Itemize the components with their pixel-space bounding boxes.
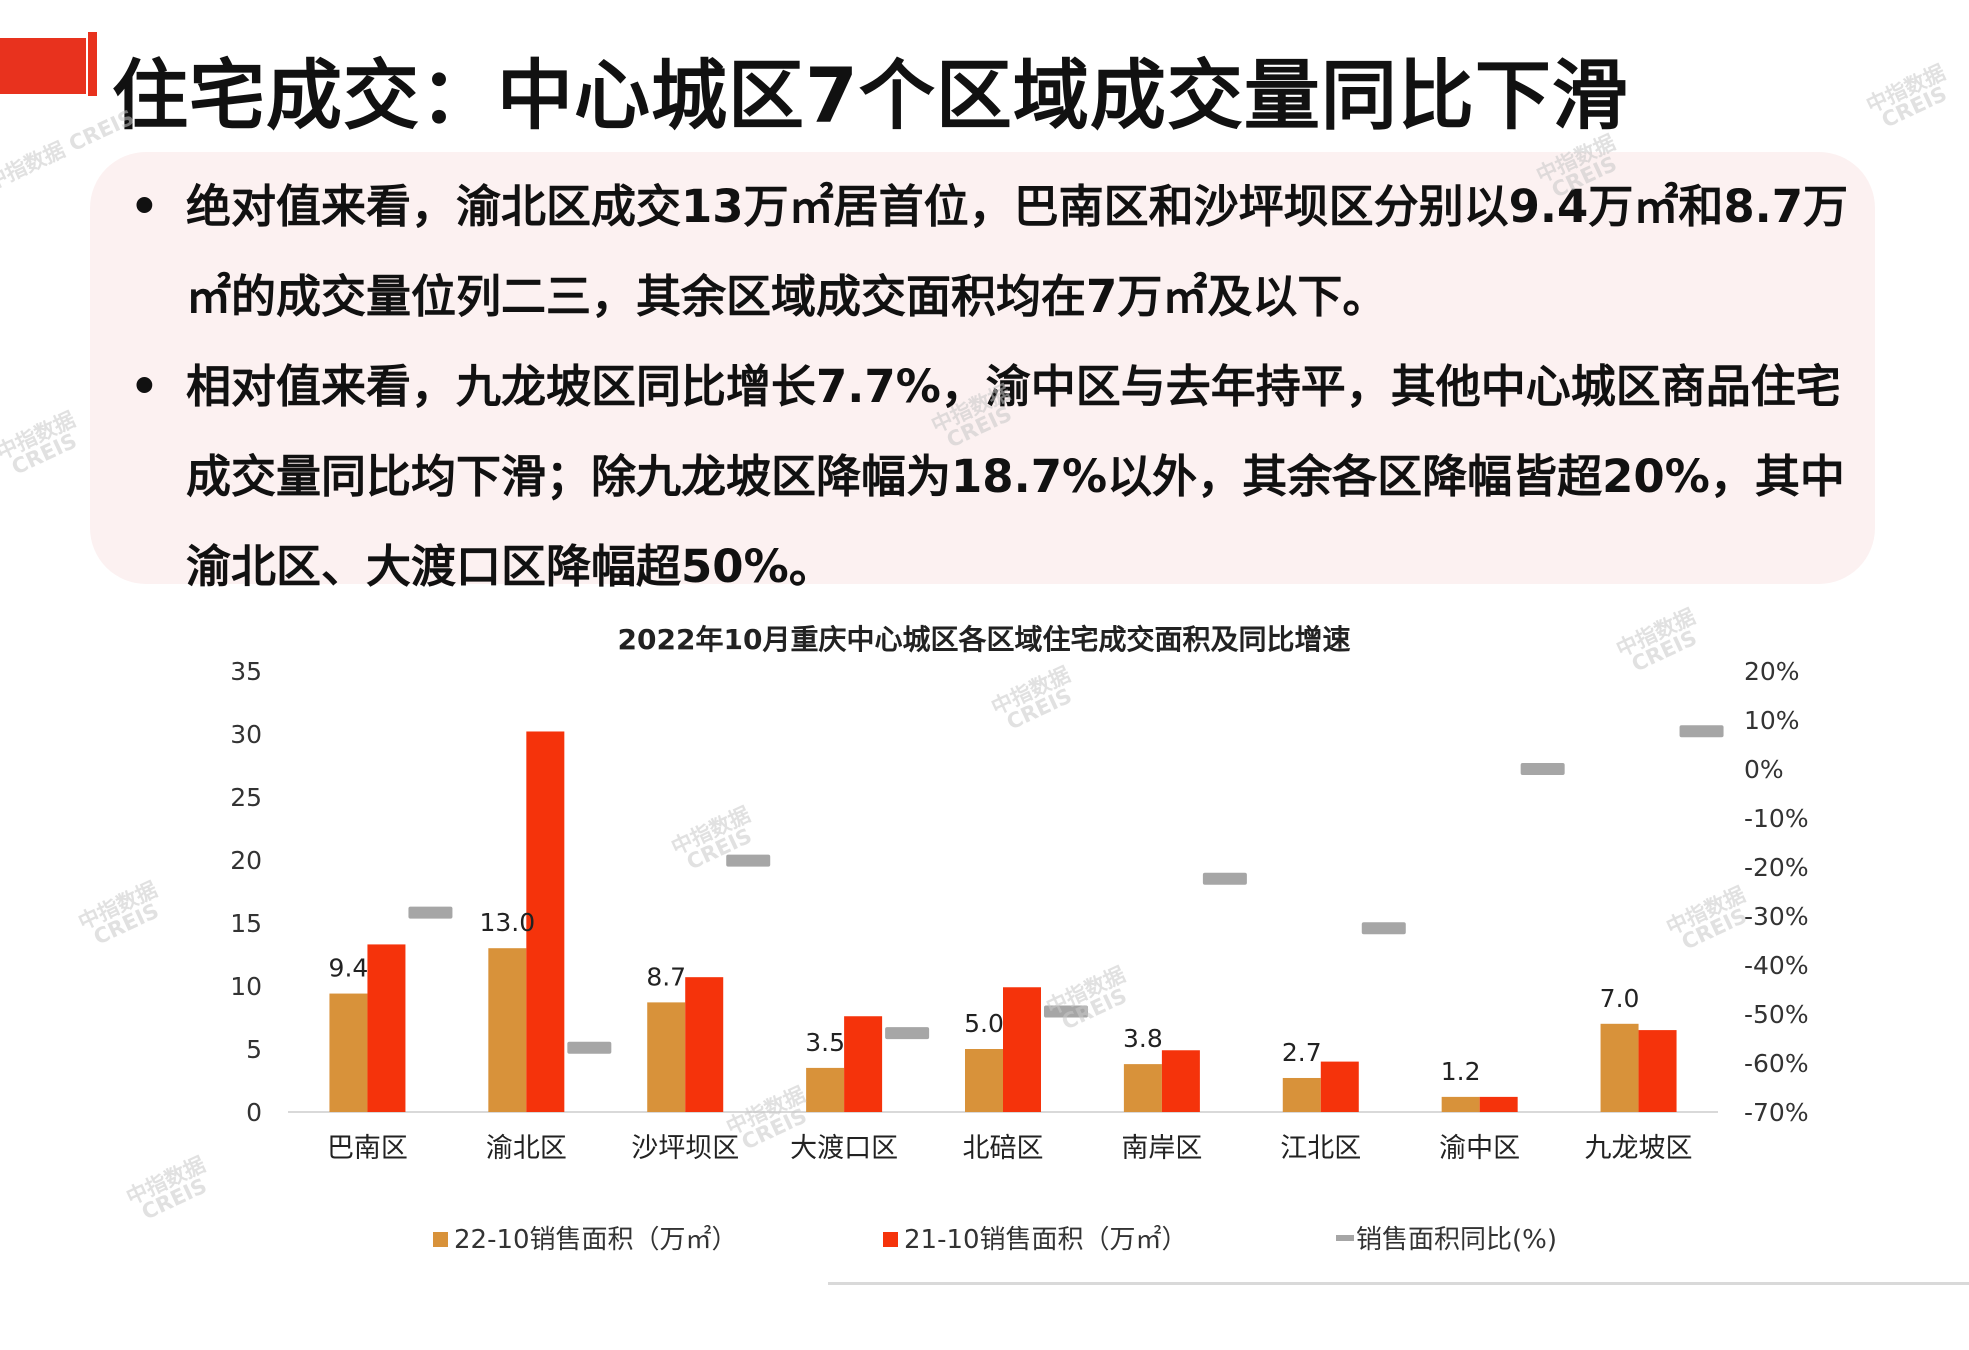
bar-data-label: 7.0 (1600, 984, 1640, 1013)
bullet-text: 绝对值来看，渝北区成交13万㎡居首位，巴南区和沙坪坝区分别以9.4万㎡和8.7万… (186, 180, 1849, 323)
y2-axis-tick-label: -40% (1744, 951, 1809, 980)
y-axis-tick-label: 30 (230, 720, 262, 749)
bullet-text: 相对值来看，九龙坡区同比增长7.7%，渝中区与去年持平，其他中心城区商品住宅成交… (186, 360, 1845, 593)
yoy-marker (1520, 763, 1565, 775)
bar-2022-10 (1123, 1064, 1162, 1112)
bullet-marker: • (130, 360, 159, 413)
bar-data-label: 9.4 (329, 954, 369, 983)
y-axis-tick-label: 0 (246, 1098, 262, 1127)
legend-swatch (883, 1232, 898, 1247)
y2-axis-tick-label: -10% (1744, 804, 1809, 833)
bar-data-label: 1.2 (1441, 1057, 1481, 1086)
yoy-marker (1679, 725, 1724, 738)
y-axis-tick-label: 10 (230, 972, 262, 1001)
bar-2021-10 (1320, 1061, 1359, 1112)
title-accent-line (88, 32, 97, 96)
category-label: 江北区 (1280, 1133, 1361, 1164)
bar-2021-10 (1161, 1050, 1200, 1112)
watermark: 中指数据 CREIS (1862, 60, 1951, 133)
title-accent-block (0, 38, 86, 94)
summary-bullet-2: • 相对值来看，九龙坡区同比增长7.7%，渝中区与去年持平，其他中心城区商品住宅… (130, 342, 1850, 612)
category-label: 渝北区 (486, 1133, 567, 1164)
summary-panel (90, 152, 1875, 584)
category-label: 大渡口区 (790, 1133, 898, 1164)
y-axis-tick-label: 25 (230, 783, 262, 812)
bar-2021-10 (1003, 987, 1041, 1112)
district-transaction-chart: 2022年10月重庆中心城区各区域住宅成交面积及同比增速 0 5 10 15 20 25 30… (230, 623, 1809, 1255)
bar-2021-10 (844, 1016, 883, 1112)
bar-2022-10 (1600, 1023, 1639, 1112)
bar-2021-10 (1638, 1030, 1677, 1112)
page-title: 住宅成交：中心城区7个区域成交量同比下滑 (112, 51, 1629, 140)
bar-2021-10 (1479, 1096, 1518, 1112)
legend-swatch (433, 1232, 448, 1247)
y2-axis-tick-label: -70% (1744, 1098, 1809, 1127)
yoy-marker (567, 1041, 612, 1054)
summary-bullets: • 绝对值来看，渝北区成交13万㎡居首位，巴南区和沙坪坝区分别以9.4万㎡和8.… (130, 162, 1850, 612)
category-label: 北碚区 (963, 1133, 1044, 1164)
bar-data-label: 2.7 (1282, 1038, 1322, 1067)
bar-2022-10 (965, 1049, 1003, 1112)
y-axis-tick-label: 15 (230, 909, 262, 938)
y2-axis-tick-label: -20% (1744, 853, 1809, 882)
category-label: 巴南区 (327, 1133, 408, 1164)
yoy-marker (726, 854, 771, 867)
yoy-marker (1202, 872, 1247, 885)
y-axis-tick-label: 20 (230, 846, 262, 875)
bar-2022-10 (647, 1002, 686, 1112)
y2-axis-tick-label: -60% (1744, 1049, 1809, 1078)
y2-axis-tick-label: 10% (1744, 706, 1800, 735)
bar-data-label: 8.7 (646, 962, 686, 991)
summary-bullet-1: • 绝对值来看，渝北区成交13万㎡居首位，巴南区和沙坪坝区分别以9.4万㎡和8.… (130, 162, 1850, 342)
yoy-marker (885, 1027, 930, 1040)
legend-swatch (1336, 1235, 1354, 1241)
bar-2022-10 (329, 993, 368, 1112)
bar-data-label: 3.8 (1123, 1024, 1163, 1053)
bar-data-label: 3.5 (805, 1028, 845, 1057)
y2-axis-tick-label: -30% (1744, 902, 1809, 931)
y2-axis-tick-label: 20% (1744, 657, 1800, 686)
legend-label: 21-10销售面积（万㎡） (904, 1225, 1188, 1255)
bar-2022-10 (806, 1067, 845, 1112)
category-label: 南岸区 (1121, 1133, 1202, 1164)
y2-axis-tick-label: -50% (1744, 1000, 1809, 1029)
bar-2022-10 (488, 948, 527, 1112)
bullet-marker: • (130, 180, 159, 233)
bar-data-label: 13.0 (479, 908, 535, 937)
watermark: 中指数据 CREIS (0, 407, 81, 480)
yoy-marker (408, 906, 453, 919)
bar-2021-10 (526, 731, 565, 1112)
category-label: 渝中区 (1439, 1133, 1520, 1164)
yoy-marker (1361, 922, 1406, 935)
bar-2021-10 (685, 977, 724, 1112)
y-axis-tick-label: 35 (230, 657, 262, 686)
bar-data-label: 5.0 (964, 1009, 1004, 1038)
bar-2021-10 (367, 944, 406, 1112)
category-label: 九龙坡区 (1585, 1133, 1693, 1164)
bar-2022-10 (1282, 1077, 1321, 1112)
bar-2022-10 (1441, 1096, 1480, 1112)
legend-label: 22-10销售面积（万㎡） (454, 1225, 738, 1255)
y-axis-tick-label: 5 (246, 1035, 262, 1064)
chart-title: 2022年10月重庆中心城区各区域住宅成交面积及同比增速 (618, 623, 1351, 656)
y2-axis-tick-label: 0% (1744, 755, 1784, 784)
footer-divider (828, 1282, 1969, 1285)
category-label: 沙坪坝区 (631, 1133, 739, 1164)
yoy-marker (1044, 1005, 1088, 1018)
legend-label: 销售面积同比(%) (1356, 1225, 1557, 1255)
